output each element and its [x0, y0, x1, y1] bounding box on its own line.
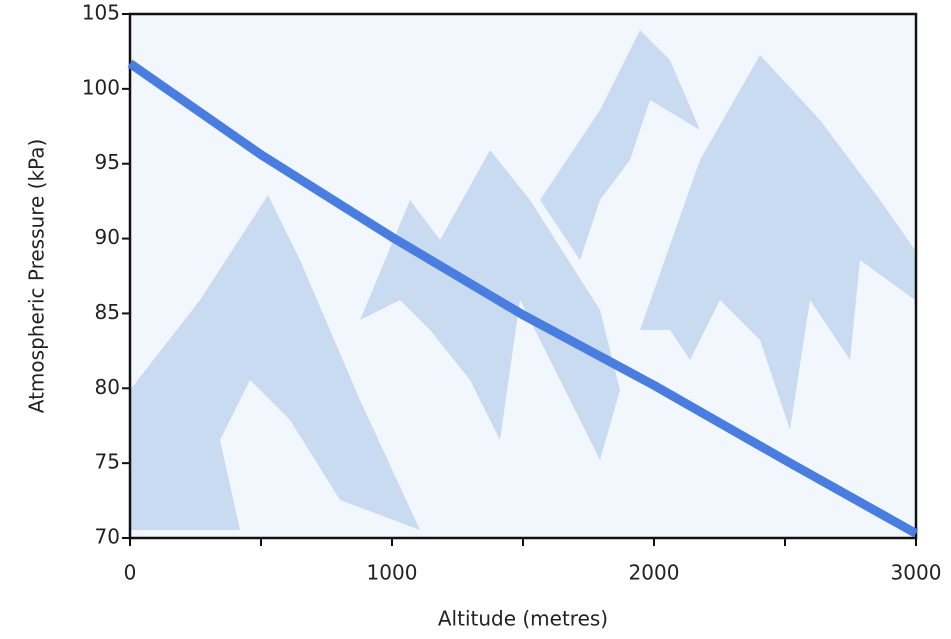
mountains-decoration	[130, 30, 915, 530]
data-line	[127, 59, 919, 538]
x-tick-label: 3000	[891, 561, 942, 585]
y-tick-label: 75	[95, 450, 120, 474]
y-tick-label: 90	[95, 225, 120, 249]
y-axis-title: Atmospheric Pressure (kPa)	[25, 139, 49, 413]
y-tick-label: 85	[95, 300, 120, 324]
y-tick-label: 70	[95, 525, 120, 549]
y-tick-label: 95	[95, 150, 120, 174]
y-tick-label: 100	[82, 75, 120, 99]
y-tick-label: 80	[95, 375, 120, 399]
y-tick-label: 105	[82, 1, 120, 25]
x-tick-label: 1000	[367, 561, 418, 585]
x-tick-label: 0	[124, 561, 137, 585]
x-tick-label: 2000	[629, 561, 680, 585]
x-axis-title: Altitude (metres)	[438, 607, 608, 631]
